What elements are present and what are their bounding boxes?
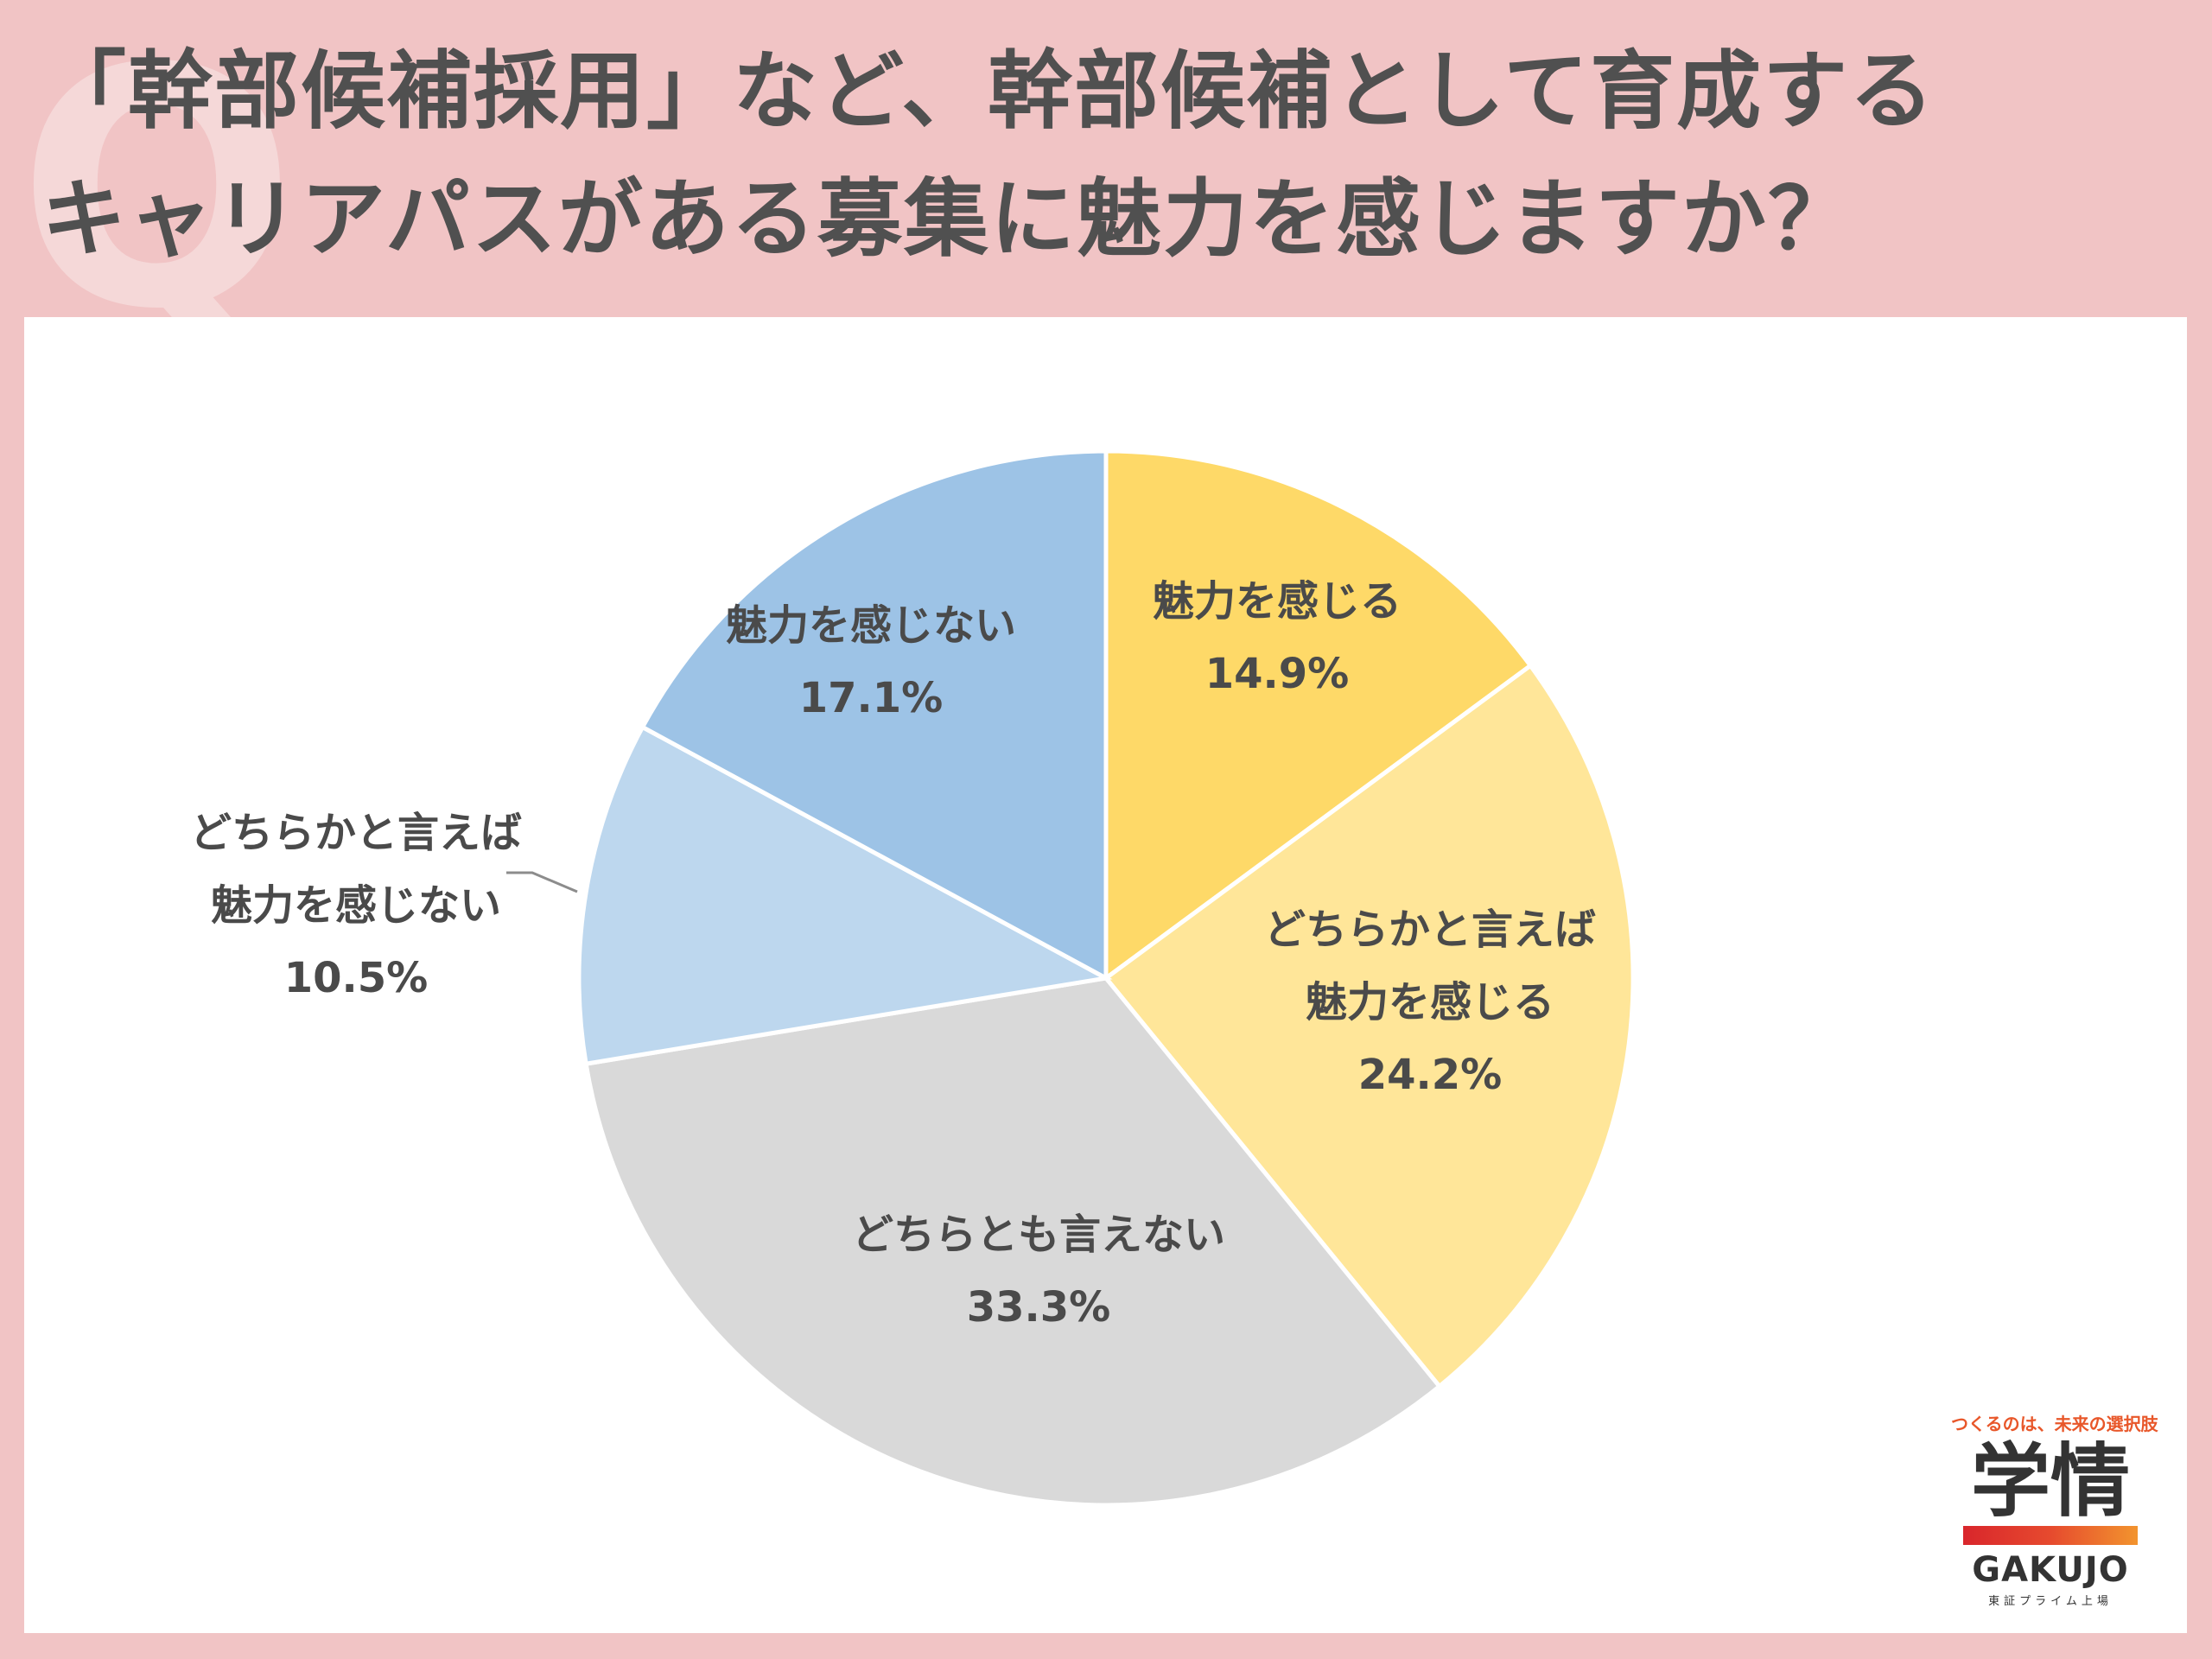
title-line-1: 「幹部候補採用」など、幹部候補として育成する <box>41 42 1936 141</box>
title-line-2: キャリアパスがある募集に魅力を感じますか？ <box>41 170 1855 269</box>
q-watermark: Q <box>17 0 297 381</box>
pie-slices <box>576 448 1636 1508</box>
pie-slice-1 <box>1103 448 1534 982</box>
pie-slice-5 <box>639 448 1109 982</box>
logo-tagline: つくるのは、未来の選択肢 <box>1951 1414 2158 1434</box>
slice-category-label-2: どちらかと言えば <box>1264 906 1596 954</box>
gakujo-logo: つくるのは、未来の選択肢 学情 GAKUJO 東証プライム上場 <box>1951 1410 2158 1618</box>
page-title: 「幹部候補採用」など、幹部候補として育成する キャリアパスがある募集に魅力を感じ… <box>41 28 2167 283</box>
slice-category-label-2: 魅力を感じる <box>1306 978 1554 1027</box>
logo-kanji: 学情 <box>1970 1435 2130 1528</box>
slice-value-label-3: 33.3% <box>967 1283 1111 1332</box>
logo-name: GAKUJO <box>1972 1549 2129 1590</box>
slice-category-label-1: 魅力を感じる <box>1153 577 1402 626</box>
slice-category-label-5: 魅力を感じない <box>726 601 1016 650</box>
slice-category-label-4: どちらかと言えば <box>190 809 522 857</box>
slice-value-label-4: 10.5% <box>284 954 429 1002</box>
leader-line <box>506 871 578 893</box>
slice-value-label-5: 17.1% <box>799 674 944 722</box>
pie-slice-2 <box>1103 662 1636 1389</box>
slice-value-label-2: 24.2% <box>1358 1051 1503 1099</box>
logo-color-bar <box>1963 1525 2138 1545</box>
slice-category-label-3: どちらとも言えない <box>852 1211 1225 1259</box>
pie-slice-4 <box>576 724 1113 1067</box>
slice-value-label-1: 14.9% <box>1205 650 1350 698</box>
slice-category-label-4: 魅力を感じない <box>211 881 501 930</box>
pie-slice-3 <box>583 976 1443 1508</box>
logo-subtext: 東証プライム上場 <box>1988 1594 2113 1608</box>
pie-labels: 魅力を感じる14.9%どちらかと言えば魅力を感じる24.2%どちらとも言えない3… <box>190 577 1596 1332</box>
